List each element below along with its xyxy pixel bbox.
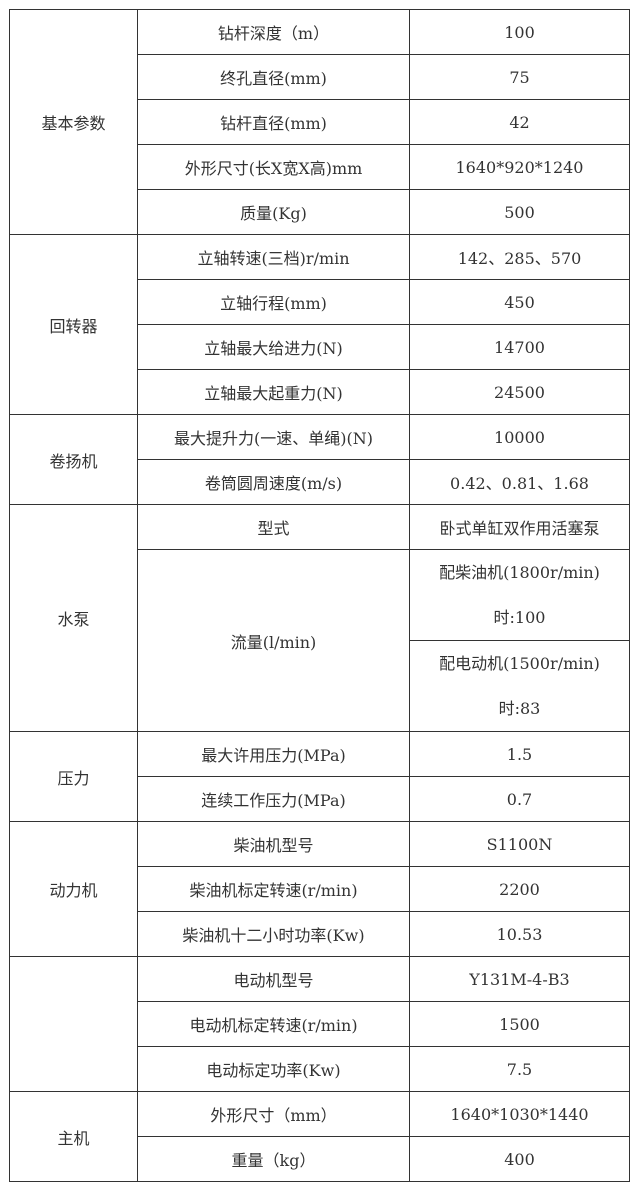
param-name: 最大许用压力(MPa) xyxy=(137,731,410,777)
param-name: 柴油机十二小时功率(Kw) xyxy=(137,911,410,957)
table-row: 水泵 型式 卧式单缸双作用活塞泵 xyxy=(9,504,630,732)
table-row: 柴油机标定转速(r/min) 2200 xyxy=(10,866,630,912)
param-name: 电动机型号 xyxy=(137,956,410,1002)
table-row: 电动标定功率(Kw) 7.5 xyxy=(10,1046,630,1092)
param-value: 1640*920*1240 xyxy=(409,144,630,190)
table-row: 钻杆直径(mm) 42 xyxy=(10,99,630,145)
param-value: 7.5 xyxy=(409,1046,630,1092)
table-row: 重量（kg） 400 xyxy=(10,1136,630,1182)
param-value: 配电动机(1500r/min) 时:83 xyxy=(409,640,630,732)
table-row: 立轴最大起重力(N) 24500 xyxy=(10,369,630,415)
param-value: 2200 xyxy=(409,866,630,912)
param-value: 配柴油机(1800r/min) 时:100 xyxy=(409,549,630,641)
param-value: 24500 xyxy=(409,369,630,415)
param-value: 10000 xyxy=(409,414,630,460)
param-value: 10.53 xyxy=(409,911,630,957)
param-value-line: 配电动机(1500r/min) xyxy=(439,654,600,673)
param-value: 42 xyxy=(409,99,630,145)
param-name: 钻杆直径(mm) xyxy=(137,99,410,145)
group-label: 回转器 xyxy=(9,234,138,415)
param-name: 柴油机型号 xyxy=(137,821,410,867)
table-row: 主机 外形尺寸（mm） 1640*1030*1440 xyxy=(9,1091,630,1182)
param-name: 电动机标定转速(r/min) xyxy=(137,1001,410,1047)
param-value: 1.5 xyxy=(409,731,630,777)
param-value: 400 xyxy=(409,1136,630,1182)
param-name: 重量（kg） xyxy=(137,1136,410,1182)
table-row: 回转器 立轴转速(三档)r/min 142、285、570 xyxy=(9,234,630,415)
group-label xyxy=(9,956,138,1092)
param-name: 流量(l/min) xyxy=(137,549,410,732)
table-row: 电动机型号 Y131M-4-B3 xyxy=(9,956,630,1092)
param-name: 立轴最大给进力(N) xyxy=(137,324,410,370)
param-name: 型式 xyxy=(137,504,410,550)
param-value-line: 时:83 xyxy=(498,699,541,718)
param-value: 450 xyxy=(409,279,630,325)
param-value: 卧式单缸双作用活塞泵 xyxy=(409,504,630,550)
table-row: 卷扬机 最大提升力(一速、单绳)(N) 10000 xyxy=(9,414,630,505)
param-name: 外形尺寸(长X宽X高)mm xyxy=(137,144,410,190)
param-name: 柴油机标定转速(r/min) xyxy=(137,866,410,912)
param-value: 0.7 xyxy=(409,776,630,822)
param-name: 立轴转速(三档)r/min xyxy=(137,234,410,280)
group-label: 水泵 xyxy=(9,504,138,732)
param-value: 1500 xyxy=(409,1001,630,1047)
param-name: 卷筒圆周速度(m/s) xyxy=(137,459,410,505)
param-name: 立轴最大起重力(N) xyxy=(137,369,410,415)
table-row: 动力机 柴油机型号 S1100N xyxy=(9,821,630,957)
group-label: 卷扬机 xyxy=(9,414,138,505)
param-value: 14700 xyxy=(409,324,630,370)
table-row: 连续工作压力(MPa) 0.7 xyxy=(10,776,630,822)
spec-table: 基本参数 钻杆深度（m） 100 终孔直径(mm) 75 钻杆直径(mm) 42 外形尺寸(长… xyxy=(9,9,630,1182)
param-value: 0.42、0.81、1.68 xyxy=(409,459,630,505)
param-name: 连续工作压力(MPa) xyxy=(137,776,410,822)
param-name: 电动标定功率(Kw) xyxy=(137,1046,410,1092)
param-value-line: 时:100 xyxy=(493,608,546,627)
param-name: 质量(Kg) xyxy=(137,189,410,235)
param-value: 100 xyxy=(409,9,630,55)
table-row: 立轴最大给进力(N) 14700 xyxy=(10,324,630,370)
table-row: 外形尺寸(长X宽X高)mm 1640*920*1240 xyxy=(10,144,630,190)
table-row: 基本参数 钻杆深度（m） 100 xyxy=(9,9,630,235)
param-name: 最大提升力(一速、单绳)(N) xyxy=(137,414,410,460)
table-row: 电动机标定转速(r/min) 1500 xyxy=(10,1001,630,1047)
param-value: Y131M-4-B3 xyxy=(409,956,630,1002)
group-label: 动力机 xyxy=(9,821,138,957)
table-row: 质量(Kg) 500 xyxy=(10,189,630,235)
table-row: 卷筒圆周速度(m/s) 0.42、0.81、1.68 xyxy=(10,459,630,505)
group-label: 主机 xyxy=(9,1091,138,1182)
param-value: 142、285、570 xyxy=(409,234,630,280)
param-name: 外形尺寸（mm） xyxy=(137,1091,410,1137)
param-value: S1100N xyxy=(409,821,630,867)
param-value: 500 xyxy=(409,189,630,235)
table-row: 压力 最大许用压力(MPa) 1.5 xyxy=(9,731,630,822)
param-name: 终孔直径(mm) xyxy=(137,54,410,100)
param-name: 立轴行程(mm) xyxy=(137,279,410,325)
table-row: 立轴行程(mm) 450 xyxy=(10,279,630,325)
group-label: 基本参数 xyxy=(9,9,138,235)
param-value-line: 配柴油机(1800r/min) xyxy=(439,563,600,582)
param-value: 75 xyxy=(409,54,630,100)
param-name: 钻杆深度（m） xyxy=(137,9,410,55)
param-value: 1640*1030*1440 xyxy=(409,1091,630,1137)
group-label: 压力 xyxy=(9,731,138,822)
table-row: 终孔直径(mm) 75 xyxy=(10,54,630,100)
